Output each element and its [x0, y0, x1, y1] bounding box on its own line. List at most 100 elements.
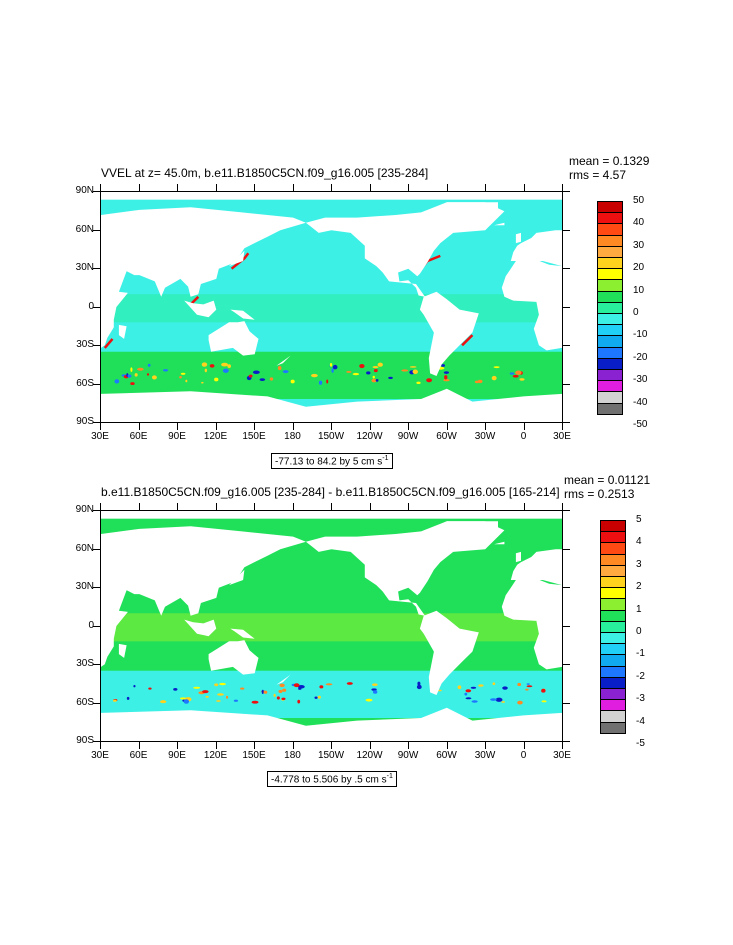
lon-tick-mark	[369, 423, 371, 430]
eddy-mark	[470, 686, 477, 689]
lat-tick-mark	[563, 625, 570, 627]
equatorial-band	[101, 294, 562, 323]
lat-tick-label: 60N	[75, 542, 94, 554]
lon-tick-mark	[562, 503, 563, 510]
eddy-mark	[261, 689, 264, 695]
eddy-mark	[130, 367, 133, 372]
eddy-mark	[133, 684, 136, 688]
land-mask	[101, 526, 306, 667]
eddy-mark	[495, 697, 503, 702]
lon-tick-label: 180	[284, 431, 301, 442]
lon-tick-mark	[485, 742, 486, 749]
lat-tick-mark	[563, 345, 570, 346]
panel-1-range-box: -77.13 to 84.2 by 5 cm s-1	[271, 453, 393, 470]
eddy-mark	[541, 688, 546, 693]
eddy-mark	[240, 687, 245, 690]
colorbar-label: 30	[633, 239, 645, 251]
eddy-mark	[512, 374, 519, 378]
eddy-mark	[319, 685, 324, 689]
lon-tick-label: 120E	[203, 750, 228, 761]
lon-tick-label: 90E	[168, 750, 186, 761]
lon-tick-mark	[177, 742, 178, 749]
eddy-mark	[437, 689, 442, 692]
panel-1-rms: rms = 4.57	[569, 168, 627, 182]
map-plot-1	[100, 191, 563, 423]
map-2-svg	[101, 511, 562, 741]
eddy-mark	[201, 362, 208, 367]
lon-tick-label: 120E	[203, 431, 228, 442]
eddy-mark	[457, 685, 462, 690]
land-mask	[184, 300, 217, 318]
lon-tick-label: 0	[520, 750, 527, 761]
lat-tick-mark	[93, 422, 100, 423]
polar-mask	[101, 192, 562, 200]
eddy-mark	[276, 696, 280, 700]
lon-tick-label: 60E	[129, 431, 148, 442]
eddy-mark	[221, 362, 229, 367]
land-mask	[510, 230, 562, 267]
lon-tick-mark	[562, 184, 563, 191]
eddy-mark	[443, 371, 450, 374]
lon-tick-label: 30E	[91, 750, 109, 761]
land-mask	[515, 551, 521, 563]
land-mask	[230, 628, 255, 639]
eddy-mark	[113, 699, 117, 702]
eddy-mark	[273, 693, 276, 697]
colorbar-label: -20	[633, 351, 648, 363]
land-mask	[118, 324, 127, 339]
eddy-mark	[282, 688, 287, 692]
eddy-mark	[372, 375, 375, 379]
eddy-mark	[517, 682, 522, 687]
lat-tick-mark	[563, 741, 570, 742]
eddy-mark	[526, 685, 533, 688]
lon-tick-mark	[138, 423, 140, 430]
eddy-mark	[509, 372, 515, 375]
eddy-mark	[290, 379, 295, 384]
lon-tick-mark	[408, 503, 409, 510]
colorbar-label: -1	[636, 648, 645, 660]
lat-tick-label: 30N	[75, 262, 94, 273]
colorbar-label: 2	[636, 581, 642, 593]
lon-tick-mark	[215, 503, 217, 510]
lon-tick-label: 30E	[553, 750, 571, 761]
land-mask	[501, 578, 562, 670]
panel-2-title: b.e11.B1850C5CN.f09_g16.005 [235-284] - …	[101, 485, 560, 499]
equatorial-band	[101, 613, 562, 642]
lon-tick-mark	[446, 503, 448, 510]
eddy-mark	[137, 367, 144, 371]
lon-tick-mark	[254, 742, 255, 749]
lon-tick-mark	[523, 184, 525, 191]
lat-tick-label: 30S	[76, 658, 94, 669]
colorbar-label: 50	[633, 195, 645, 206]
eddy-mark	[502, 686, 508, 690]
lat-tick-label: 60S	[76, 377, 94, 389]
lon-tick-label: 30W	[474, 750, 496, 761]
land-mask	[208, 640, 259, 675]
map-plot-2	[100, 510, 563, 742]
eddy-mark	[318, 380, 323, 385]
lon-tick-mark	[446, 423, 448, 430]
eddy-mark	[179, 697, 186, 700]
eddy-mark	[377, 362, 383, 367]
eddy-mark	[331, 368, 334, 373]
lon-tick-mark	[562, 742, 563, 749]
lat-tick-mark	[563, 702, 570, 704]
lon-tick-mark	[254, 423, 255, 430]
eddy-mark	[371, 688, 377, 691]
lon-tick-label: 150E	[242, 750, 266, 761]
lat-tick-mark	[563, 548, 570, 550]
eddy-mark	[465, 697, 472, 700]
eddy-mark	[346, 682, 353, 685]
eddy-mark	[269, 377, 274, 381]
eddy-mark	[525, 688, 529, 691]
eddy-mark	[209, 364, 215, 368]
colorbar-label: 0	[633, 307, 639, 318]
eddy-mark	[147, 363, 151, 367]
lat-tick-mark	[93, 664, 100, 665]
lon-tick-mark	[446, 184, 448, 191]
eddy-mark	[219, 682, 226, 686]
colorbar-label: 4	[636, 536, 642, 548]
lon-tick-label: 30E	[91, 431, 109, 442]
lon-tick-mark	[331, 742, 332, 749]
eddy-mark	[216, 700, 221, 702]
